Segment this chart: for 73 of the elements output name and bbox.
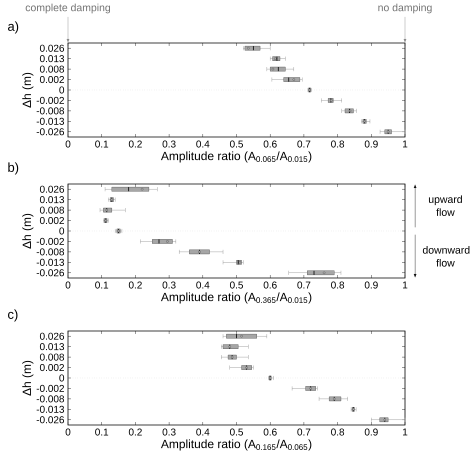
y-tick-label: 0.002	[40, 76, 64, 84]
x-axis-title: Amplitude ratio (A$_{0.165}$/A$_{0.065}$)	[160, 439, 312, 451]
x-tick-label: 0.1	[95, 282, 108, 289]
x-tick-label: 0.4	[196, 282, 210, 289]
y-axis-title: Δh (m)	[22, 360, 34, 396]
y-tick-label: 0.013	[40, 196, 64, 204]
x-tick-label: 0.8	[331, 140, 344, 148]
x-tick-label: 0.1	[95, 140, 108, 148]
x-tick-label: 0.8	[331, 282, 344, 289]
x-tick-label: 1	[403, 428, 408, 436]
text: no damping	[378, 4, 432, 14]
y-tick-label: 0	[59, 374, 64, 382]
y-tick-label: 0.026	[40, 332, 64, 340]
x-tick-label: 0.3	[162, 428, 176, 436]
y-tick-label: 0.008	[40, 66, 64, 73]
x-tick-label: 0.4	[196, 428, 210, 436]
y-tick-label: 0.026	[40, 44, 64, 52]
x-tick-label: 0.2	[128, 140, 142, 148]
x-tick-label: 0.5	[230, 282, 244, 289]
x-tick-label: 0	[66, 428, 70, 436]
y-tick-label: -0.002	[36, 384, 64, 392]
x-tick-label: 0	[66, 140, 70, 148]
x-tick-label: 0.4	[196, 140, 210, 148]
y-axis-title: Δh (m)	[22, 214, 34, 249]
y-tick-label: -0.008	[36, 107, 64, 114]
y-tick-label: 0.002	[40, 217, 64, 224]
text: complete damping	[26, 4, 110, 14]
x-tick-label: 0.7	[297, 282, 310, 289]
x-tick-label: 0.9	[364, 428, 378, 436]
x-tick-label: 0.9	[364, 140, 378, 148]
y-tick-label: -0.002	[36, 96, 64, 104]
x-tick-label: 1	[403, 282, 408, 288]
x-tick-label: 0.7	[297, 140, 310, 148]
x-tick-label: 0.7	[297, 428, 310, 436]
x-tick-label: 0.9	[364, 282, 378, 289]
y-tick-label: 0.002	[40, 364, 64, 372]
x-tick-label: 0.6	[264, 282, 277, 289]
y-tick-label: 0.008	[40, 354, 64, 361]
y-tick-label: -0.013	[36, 258, 64, 266]
x-tick-label: 1	[403, 140, 408, 148]
x-tick-label: 0.5	[230, 428, 244, 436]
chart-title: b)	[8, 162, 18, 174]
text: upward flow	[428, 195, 462, 216]
x-tick-label: 0.2	[128, 282, 142, 289]
y-tick-label: -0.026	[36, 128, 64, 136]
x-axis-title: Amplitude ratio (A$_{0.365}$/A$_{0.015}$)	[160, 292, 312, 304]
y-tick-label: 0.026	[40, 186, 64, 193]
x-axis-title: Amplitude ratio (A$_{0.065}$/A$_{0.015}$)	[160, 151, 312, 163]
y-tick-label: 0.013	[40, 343, 64, 350]
chart-title: a)	[8, 21, 18, 34]
chart-title: c)	[8, 309, 18, 322]
y-axis-title: Δh (m)	[22, 72, 34, 108]
x-tick-label: 0.1	[95, 428, 108, 436]
y-tick-label: 0	[59, 86, 64, 94]
y-tick-label: -0.002	[36, 238, 64, 245]
x-tick-label: 0.2	[128, 428, 142, 436]
y-tick-label: -0.013	[36, 118, 64, 125]
text: downward flow	[422, 246, 470, 267]
y-tick-label: 0.013	[40, 55, 64, 62]
y-tick-label: 0	[59, 227, 64, 235]
x-tick-label: 0.5	[230, 140, 244, 148]
y-tick-label: -0.008	[36, 248, 64, 256]
x-tick-label: 0.3	[162, 282, 176, 289]
y-tick-label: -0.026	[36, 416, 64, 424]
y-tick-label: -0.026	[36, 269, 64, 276]
y-tick-label: 0.008	[40, 206, 64, 214]
y-tick-label: -0.008	[36, 395, 64, 402]
x-tick-label: 0.6	[264, 428, 277, 436]
y-tick-label: -0.013	[36, 406, 64, 413]
x-tick-label: 0.6	[264, 140, 277, 148]
x-tick-label: 0.3	[162, 140, 176, 148]
x-tick-label: 0.8	[331, 428, 344, 436]
x-tick-label: 0	[66, 282, 70, 289]
